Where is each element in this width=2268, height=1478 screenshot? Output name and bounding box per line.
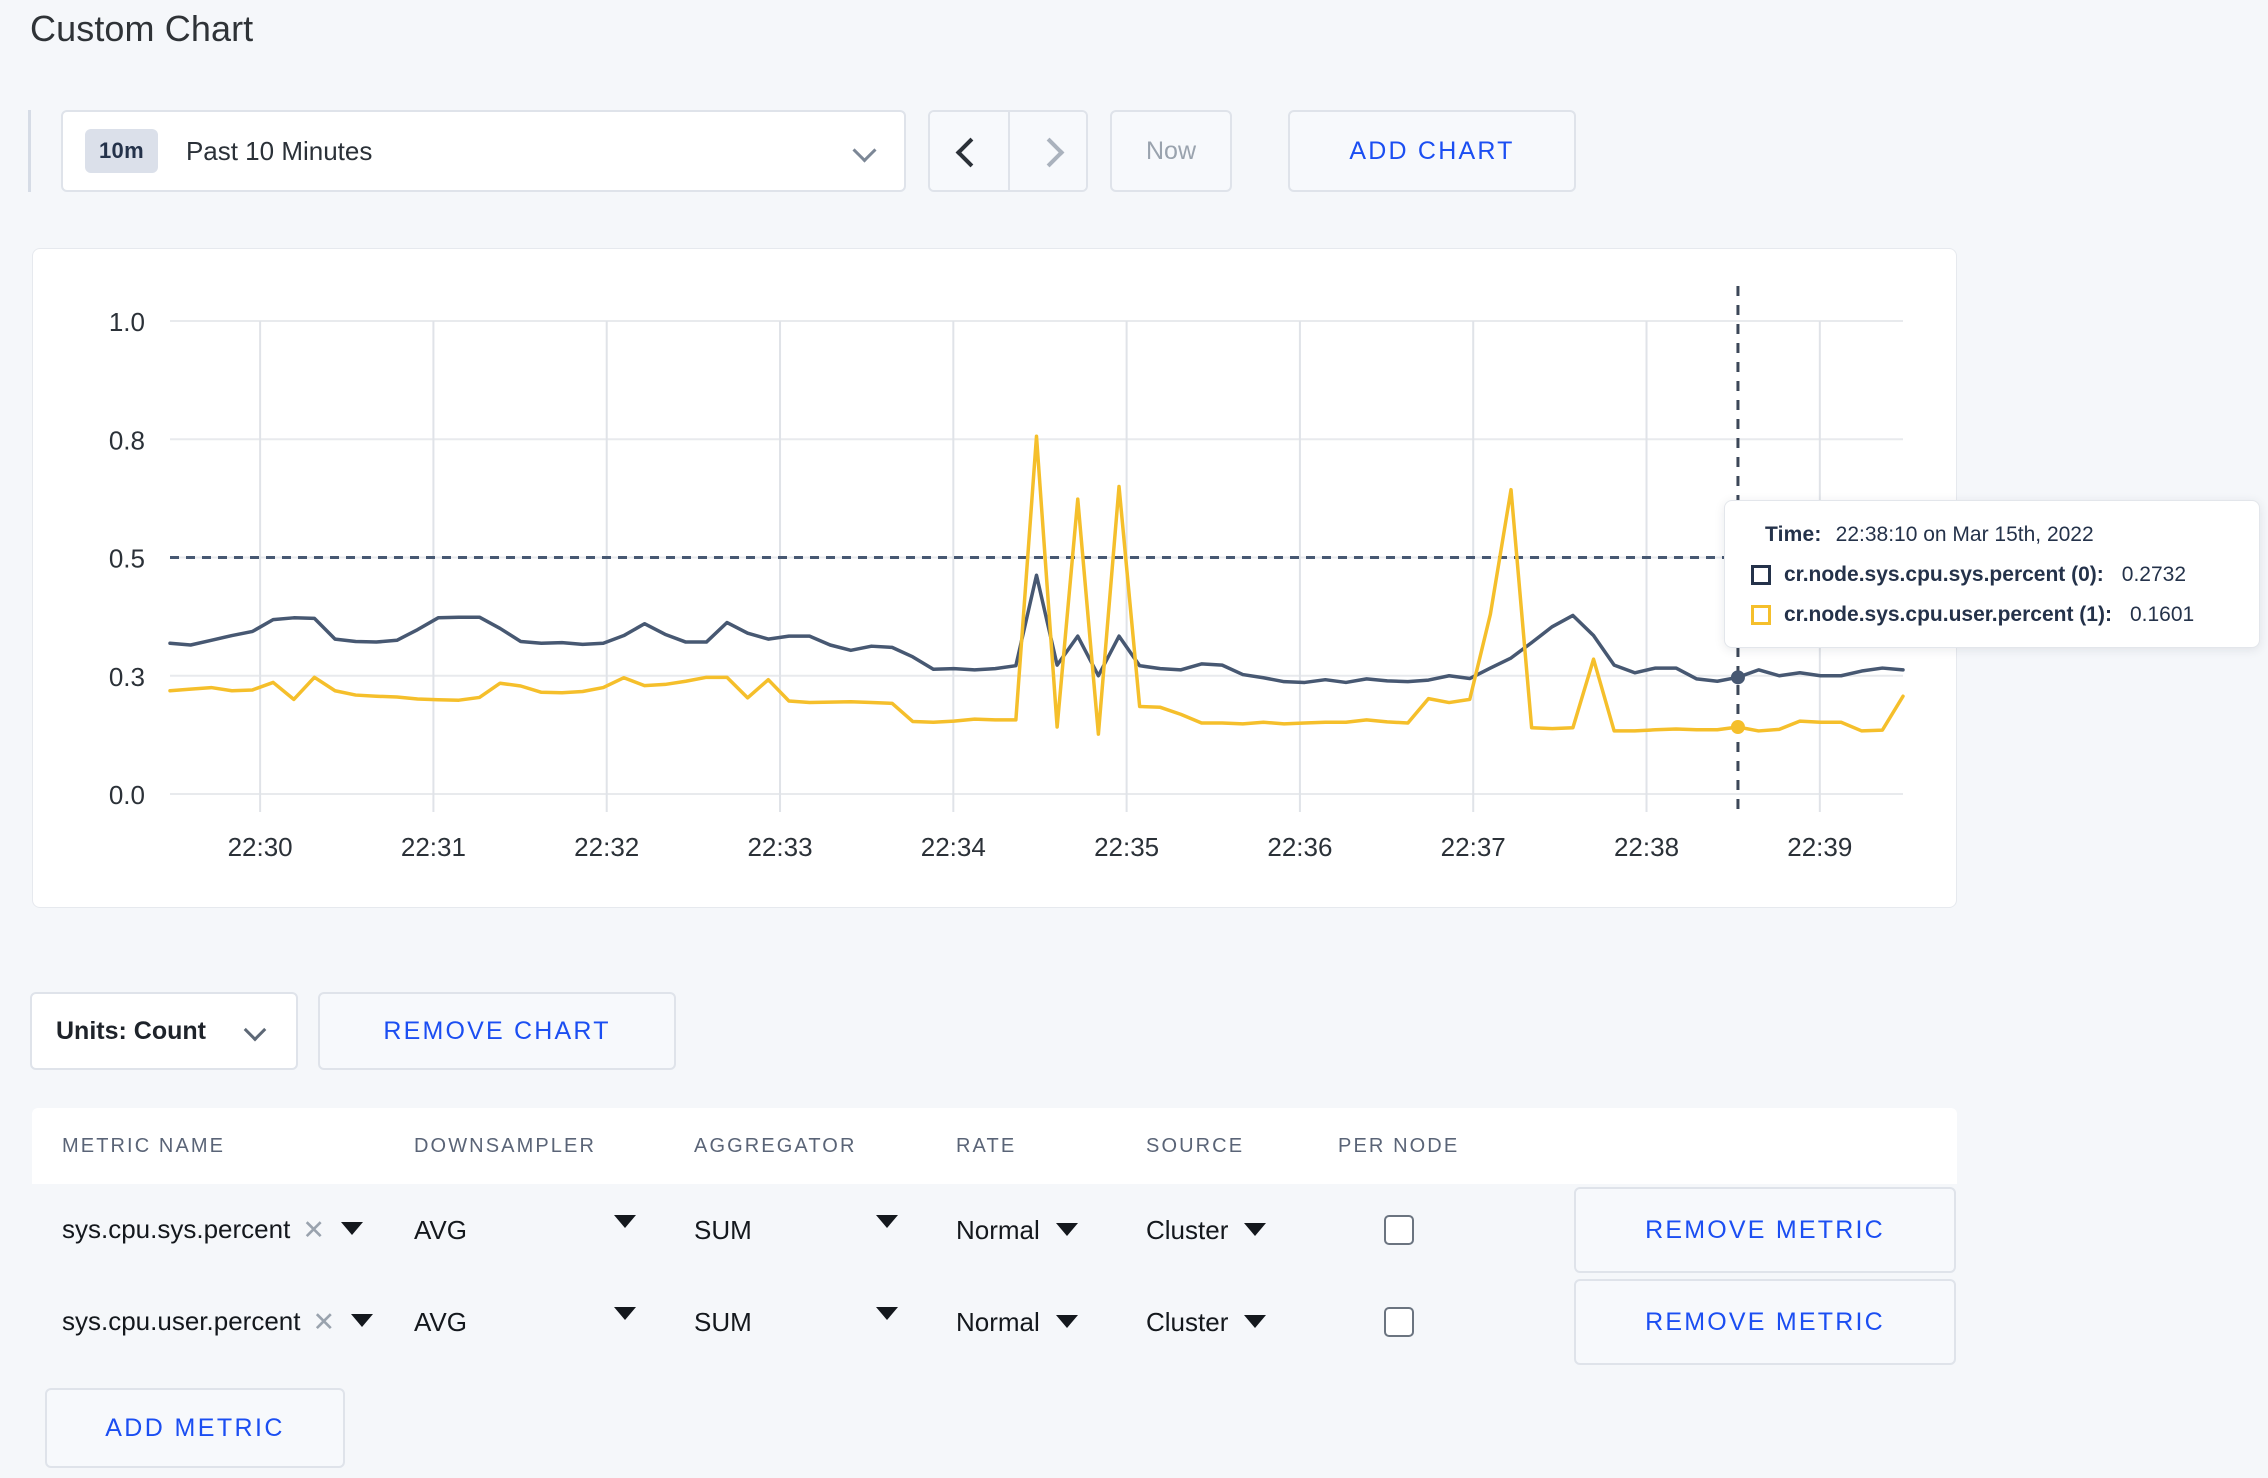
toolbar-divider: [28, 110, 31, 192]
per-node-cell: [1338, 1307, 1528, 1337]
aggregator-cell[interactable]: SUM: [694, 1214, 956, 1246]
time-range-label: Past 10 Minutes: [185, 135, 373, 166]
downsampler-value: AVG: [414, 1214, 467, 1245]
metric-name-cell[interactable]: sys.cpu.sys.percent ✕: [32, 1214, 414, 1246]
units-select[interactable]: Units: Count: [30, 992, 298, 1070]
aggregator-value: SUM: [694, 1214, 752, 1245]
svg-text:22:37: 22:37: [1441, 832, 1506, 862]
line-chart[interactable]: 0.0 0.3 0.5 0.8 1.0 22:30 22:31 22:32 22:33 22:34…: [33, 249, 1958, 909]
next-time-button[interactable]: [1008, 112, 1086, 190]
time-range-badge: 10m: [85, 129, 158, 173]
page-title: Custom Chart: [30, 8, 254, 49]
source-cell[interactable]: Cluster: [1146, 1215, 1338, 1246]
caret-down-icon[interactable]: [1055, 1314, 1078, 1328]
chevron-down-icon: [854, 140, 876, 162]
svg-text:22:30: 22:30: [228, 832, 293, 862]
metrics-table-header: METRIC NAME DOWNSAMPLER AGGREGATOR RATE …: [32, 1108, 1957, 1184]
chevron-left-icon: [960, 142, 978, 160]
caret-down-icon[interactable]: [876, 1214, 898, 1228]
rate-cell[interactable]: Normal: [956, 1215, 1146, 1246]
svg-text:0.0: 0.0: [109, 780, 145, 810]
caret-down-icon[interactable]: [876, 1306, 898, 1320]
tooltip-series-value: 0.2732: [2121, 563, 2187, 586]
caret-down-icon[interactable]: [614, 1214, 636, 1228]
column-header-aggregator: AGGREGATOR: [694, 1134, 857, 1157]
remove-metric-button[interactable]: REMOVE METRIC: [1574, 1187, 1956, 1273]
chart-options-row: Units: Count REMOVE CHART: [30, 992, 676, 1070]
downsampler-value: AVG: [414, 1306, 467, 1337]
prev-time-button[interactable]: [930, 112, 1008, 190]
remove-metric-button[interactable]: REMOVE METRIC: [1574, 1279, 1956, 1365]
svg-text:0.3: 0.3: [109, 662, 145, 692]
series-swatch-icon: [1751, 605, 1771, 625]
chevron-down-icon: [246, 1021, 266, 1041]
now-button[interactable]: Now: [1110, 110, 1232, 192]
add-chart-button[interactable]: ADD CHART: [1288, 110, 1576, 192]
source-cell[interactable]: Cluster: [1146, 1307, 1338, 1338]
time-range-select[interactable]: 10m Past 10 Minutes: [61, 110, 906, 192]
column-header-metric-name: METRIC NAME: [62, 1134, 226, 1157]
remove-chart-button[interactable]: REMOVE CHART: [318, 992, 676, 1070]
chevron-right-icon: [1039, 142, 1057, 160]
units-label: Units: Count: [56, 1016, 206, 1045]
metric-name-label: sys.cpu.sys.percent: [62, 1214, 291, 1244]
per-node-cell: [1338, 1215, 1528, 1245]
svg-text:22:39: 22:39: [1787, 832, 1852, 862]
column-header-source: SOURCE: [1146, 1134, 1245, 1157]
svg-text:22:31: 22:31: [401, 832, 466, 862]
caret-down-icon[interactable]: [1055, 1222, 1078, 1236]
time-nav-group: [928, 110, 1088, 192]
caret-down-icon[interactable]: [351, 1314, 374, 1327]
chart-card: 0.0 0.3 0.5 0.8 1.0 22:30 22:31 22:32 22:33 22:34…: [32, 248, 1957, 908]
rate-value: Normal: [956, 1214, 1040, 1245]
tooltip-series-row: cr.node.sys.cpu.user.percent (1): 0.1601: [1751, 603, 2233, 627]
tooltip-series-value: 0.1601: [2129, 603, 2195, 626]
source-value: Cluster: [1146, 1214, 1229, 1245]
tooltip-time-label: Time:: [1765, 523, 1822, 546]
downsampler-cell[interactable]: AVG: [414, 1214, 694, 1246]
tooltip-series-name: cr.node.sys.cpu.user.percent (1):: [1784, 603, 2112, 626]
add-metric-button[interactable]: ADD METRIC: [45, 1388, 345, 1468]
table-row: sys.cpu.sys.percent ✕ AVG SUM Normal Clus…: [32, 1184, 1957, 1276]
svg-text:22:36: 22:36: [1267, 832, 1332, 862]
downsampler-cell[interactable]: AVG: [414, 1306, 694, 1338]
svg-text:22:35: 22:35: [1094, 832, 1159, 862]
svg-text:1.0: 1.0: [109, 307, 145, 337]
aggregator-value: SUM: [694, 1306, 752, 1337]
svg-text:22:38: 22:38: [1614, 832, 1679, 862]
source-value: Cluster: [1146, 1306, 1229, 1337]
caret-down-icon[interactable]: [1244, 1314, 1267, 1328]
tooltip-series-name: cr.node.sys.cpu.sys.percent (0):: [1784, 563, 2104, 586]
clear-icon[interactable]: ✕: [302, 1215, 325, 1245]
aggregator-cell[interactable]: SUM: [694, 1306, 956, 1338]
tooltip-time-row: Time: 22:38:10 on Mar 15th, 2022: [1751, 523, 2233, 547]
tooltip-time-value: 22:38:10 on Mar 15th, 2022: [1835, 523, 2094, 546]
chart-tooltip: Time: 22:38:10 on Mar 15th, 2022 cr.node…: [1724, 500, 2260, 648]
rate-cell[interactable]: Normal: [956, 1307, 1146, 1338]
svg-text:22:32: 22:32: [574, 832, 639, 862]
caret-down-icon[interactable]: [340, 1222, 363, 1235]
toolbar: 10m Past 10 Minutes Now ADD CHART: [28, 110, 1576, 192]
metrics-table: METRIC NAME DOWNSAMPLER AGGREGATOR RATE …: [32, 1108, 1957, 1368]
series-swatch-icon: [1751, 565, 1771, 585]
metric-name-cell[interactable]: sys.cpu.user.percent ✕: [32, 1306, 414, 1338]
column-header-rate: RATE: [956, 1134, 1017, 1157]
svg-text:0.5: 0.5: [109, 544, 145, 574]
svg-text:22:33: 22:33: [747, 832, 812, 862]
svg-text:22:34: 22:34: [921, 832, 986, 862]
clear-icon[interactable]: ✕: [312, 1307, 336, 1337]
tooltip-series-row: cr.node.sys.cpu.sys.percent (0): 0.2732: [1751, 563, 2233, 587]
metric-name-label: sys.cpu.user.percent: [62, 1306, 301, 1336]
column-header-per-node: PER NODE: [1338, 1134, 1460, 1157]
caret-down-icon[interactable]: [614, 1306, 636, 1320]
caret-down-icon[interactable]: [1244, 1222, 1267, 1236]
rate-value: Normal: [956, 1306, 1040, 1337]
svg-text:0.8: 0.8: [109, 425, 145, 455]
per-node-checkbox[interactable]: [1384, 1215, 1414, 1245]
table-row: sys.cpu.user.percent ✕ AVG SUM Normal Clu…: [32, 1276, 1957, 1368]
per-node-checkbox[interactable]: [1384, 1307, 1414, 1337]
column-header-downsampler: DOWNSAMPLER: [414, 1134, 597, 1157]
